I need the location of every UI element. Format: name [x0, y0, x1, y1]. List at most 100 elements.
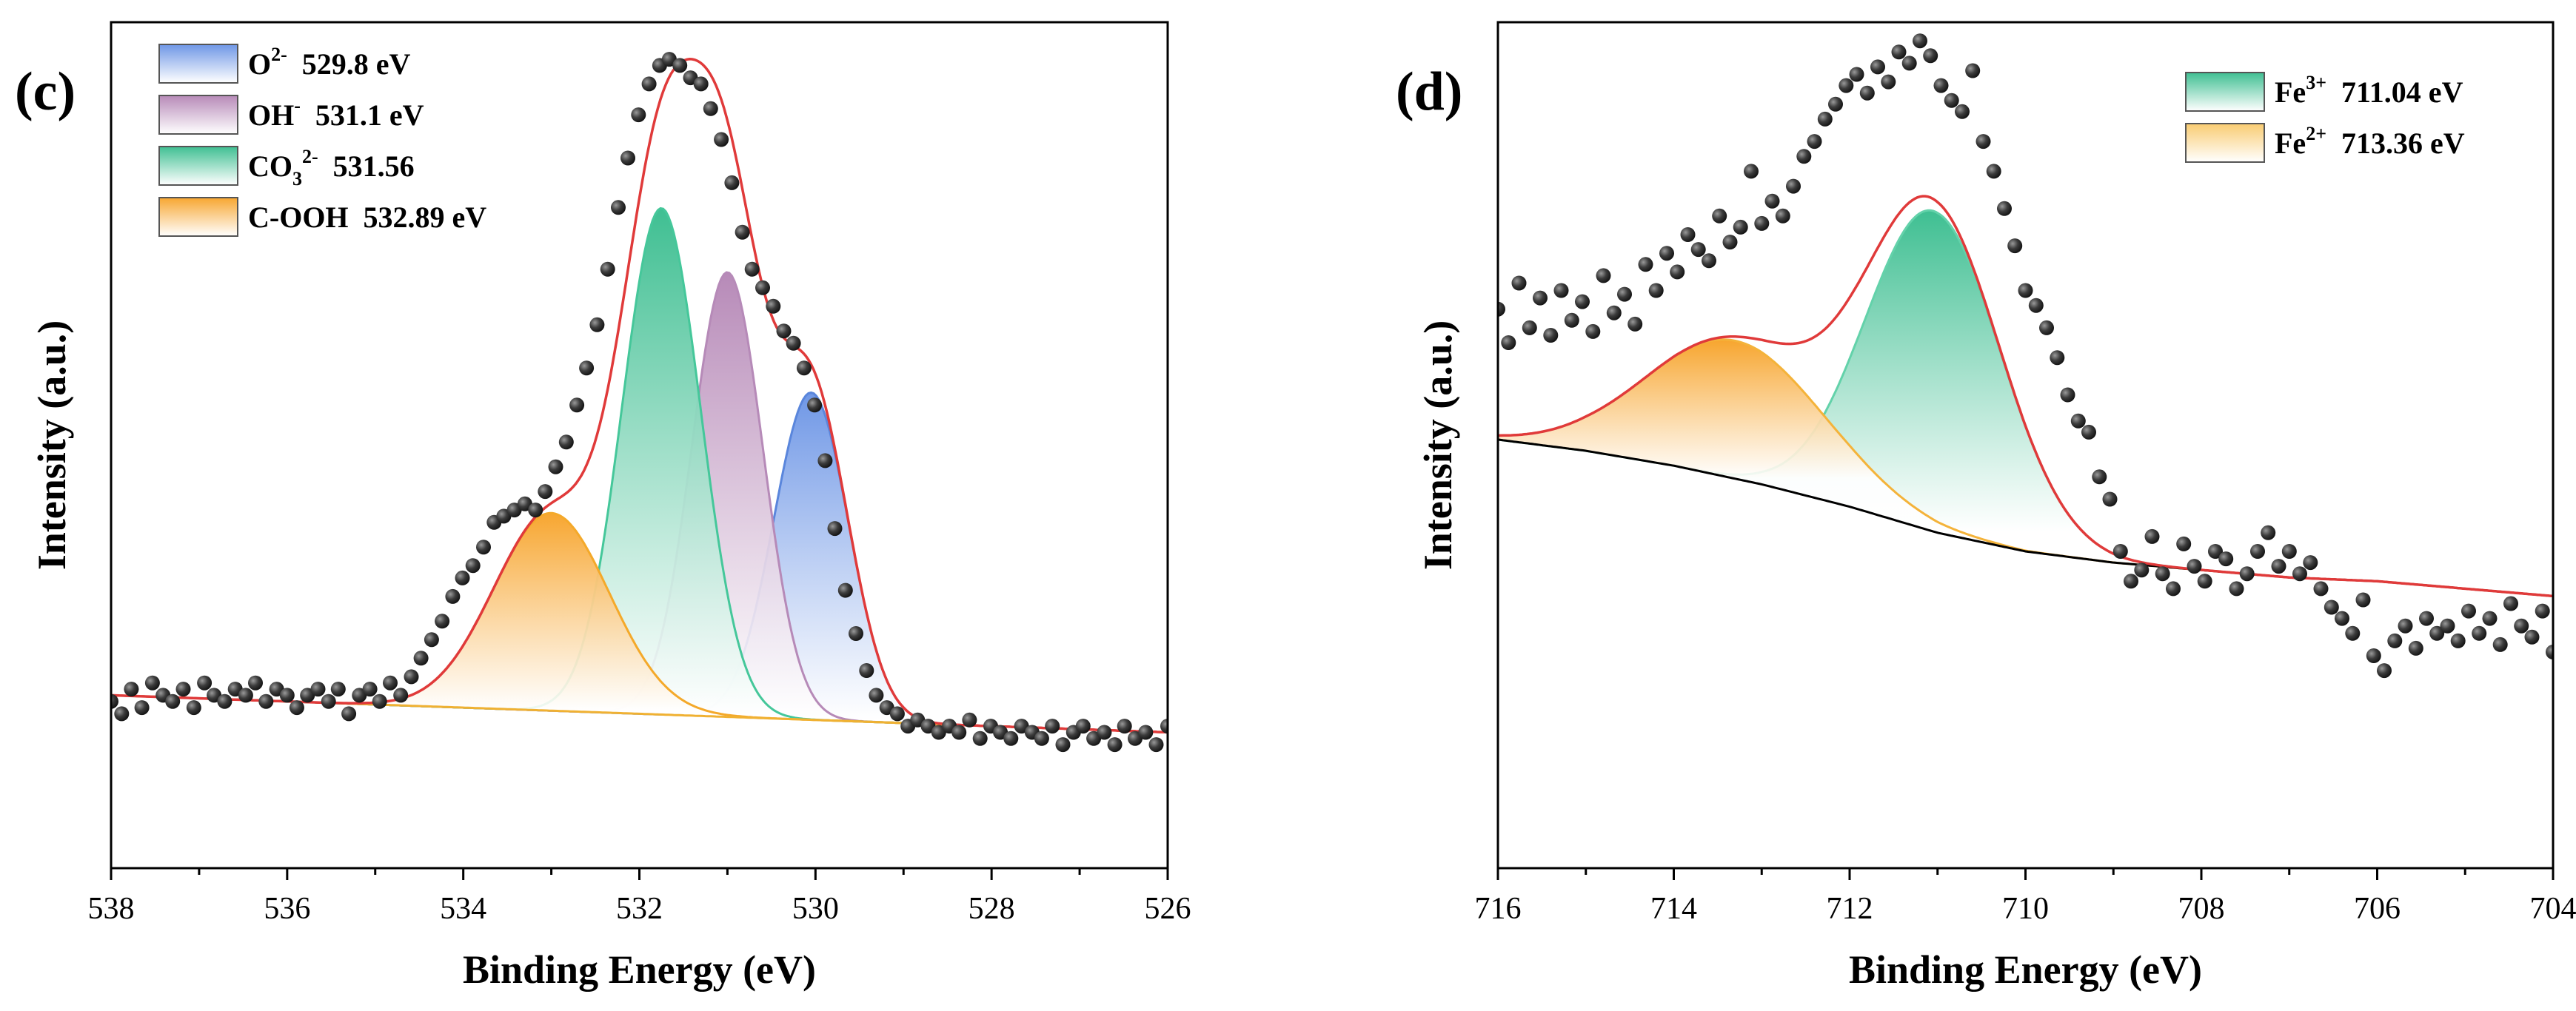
data-point: [175, 682, 191, 697]
data-point: [124, 682, 139, 697]
data-point: [1986, 164, 2001, 179]
data-point: [837, 582, 853, 598]
data-point: [1775, 208, 1790, 224]
legend-label: O2- 529.8 eV: [248, 44, 411, 81]
data-point: [1817, 111, 1833, 127]
data-point: [476, 540, 491, 555]
data-point: [134, 700, 150, 716]
data-point: [1543, 328, 1559, 343]
data-point: [2429, 625, 2445, 641]
data-point: [1733, 219, 1748, 235]
data-point: [114, 706, 130, 722]
plot-area: [111, 52, 1168, 753]
data-point: [2239, 566, 2255, 582]
data-point: [445, 588, 461, 604]
data-point: [1913, 33, 1927, 49]
data-point: [289, 700, 304, 716]
peak-fill: [1498, 339, 2553, 597]
data-point: [1659, 246, 1674, 261]
data-point: [1891, 44, 1907, 60]
data-point: [2176, 536, 2192, 551]
data-point: [1148, 737, 1164, 753]
data-point: [1944, 93, 1959, 108]
legend-value: 529.8 eV: [287, 47, 411, 81]
panel-d: 716 714 712 710 708 706 704 Binding Energy (eV)…: [1396, 21, 2576, 992]
data-point: [600, 261, 615, 277]
data-point: [2292, 566, 2307, 582]
data-point: [827, 521, 843, 537]
data-point: [1522, 320, 1537, 335]
data-point: [724, 175, 740, 190]
panel-c: 538 536 534 532 530 528 526 Binding Energy (eV)…: [15, 21, 1191, 992]
x-axis-title: Binding Energy (eV): [1849, 947, 2202, 992]
data-point: [465, 558, 481, 574]
data-point: [1575, 294, 1590, 309]
data-point: [2387, 633, 2403, 648]
data-point: [1933, 78, 1949, 93]
data-point: [1034, 730, 1049, 746]
data-point: [1498, 301, 1505, 317]
data-point: [404, 669, 419, 685]
data-point: [1107, 737, 1123, 753]
data-point: [2281, 544, 2297, 559]
data-point: [859, 663, 874, 678]
data-point: [1511, 275, 1527, 291]
x-tick-label: 712: [1827, 892, 1873, 926]
data-point: [1859, 85, 1875, 101]
data-point: [1690, 242, 1706, 258]
legend-superscript: 2+: [2306, 123, 2326, 144]
data-point: [2461, 603, 2476, 619]
data-point: [2155, 566, 2170, 582]
legend-swatch: [2185, 72, 2265, 112]
data-point: [1138, 725, 1154, 740]
legend-species: Fe: [2275, 127, 2306, 160]
data-point: [2208, 544, 2223, 559]
y-axis-title: Intensity (a.u.): [30, 320, 74, 571]
data-point: [2419, 611, 2434, 626]
data-point: [2218, 551, 2234, 567]
x-tick-label: 534: [440, 892, 486, 926]
data-point: [2408, 640, 2423, 656]
data-point: [310, 682, 326, 697]
data-point: [372, 693, 387, 709]
data-point: [1045, 719, 1060, 734]
legend-value: 713.36 eV: [2326, 127, 2465, 160]
data-point: [2039, 320, 2054, 335]
data-point: [2250, 544, 2265, 559]
data-point: [1744, 164, 1759, 179]
data-point: [2112, 544, 2128, 559]
data-point: [2018, 283, 2033, 298]
data-point: [558, 434, 574, 450]
data-point: [2092, 469, 2107, 485]
data-point: [1564, 312, 1579, 328]
data-point: [1764, 193, 1780, 209]
data-point: [1596, 268, 1611, 283]
data-point: [1702, 253, 1716, 269]
data-point: [1585, 323, 1601, 339]
data-point: [1976, 134, 1991, 150]
x-tick-label: 528: [968, 892, 1015, 926]
data-point: [735, 224, 750, 240]
data-point: [1648, 283, 1664, 298]
data-point: [766, 298, 781, 314]
data-point: [620, 150, 635, 166]
x-tick-label: 526: [1145, 892, 1191, 926]
data-point: [817, 453, 833, 468]
legend-value: 531.1 eV: [301, 98, 424, 132]
x-tick-label: 532: [616, 892, 663, 926]
data-point: [2503, 596, 2518, 611]
data-point: [538, 484, 553, 500]
data-point: [1606, 305, 1622, 320]
legend-superscript: 2-: [302, 146, 318, 167]
data-point: [1003, 730, 1019, 746]
data-point: [2514, 618, 2529, 634]
legend-label: Fe2+ 713.36 eV: [2275, 123, 2465, 160]
data-point: [2440, 618, 2455, 634]
legend-superscript: -: [294, 95, 301, 116]
data-point: [611, 200, 626, 215]
data-point: [2335, 611, 2349, 626]
data-point: [424, 632, 439, 648]
data-point: [2261, 525, 2276, 540]
